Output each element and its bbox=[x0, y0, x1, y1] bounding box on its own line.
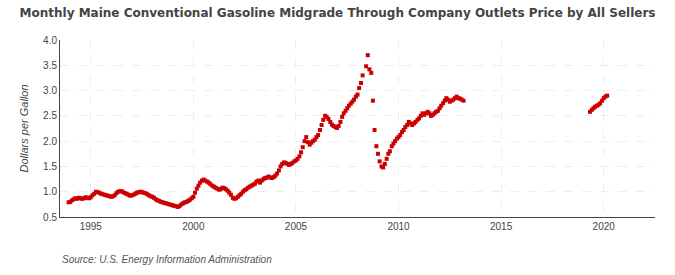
svg-text:2010: 2010 bbox=[387, 221, 410, 232]
svg-text:Dollars per Gallon: Dollars per Gallon bbox=[18, 84, 30, 172]
svg-text:1995: 1995 bbox=[80, 221, 103, 232]
svg-text:3.0: 3.0 bbox=[43, 85, 57, 96]
svg-text:Source: U.S. Energy Informatio: Source: U.S. Energy Information Administ… bbox=[62, 254, 272, 265]
svg-text:Monthly Maine Conventional Gas: Monthly Maine Conventional Gasoline Midg… bbox=[20, 6, 656, 20]
svg-text:1.0: 1.0 bbox=[43, 186, 57, 197]
svg-text:4.0: 4.0 bbox=[43, 35, 57, 46]
svg-text:2.0: 2.0 bbox=[43, 136, 57, 147]
svg-text:2015: 2015 bbox=[490, 221, 513, 232]
svg-text:1.5: 1.5 bbox=[43, 161, 57, 172]
svg-text:2005: 2005 bbox=[285, 221, 308, 232]
svg-text:0.5: 0.5 bbox=[43, 212, 57, 223]
svg-text:2000: 2000 bbox=[182, 221, 205, 232]
svg-text:2020: 2020 bbox=[593, 221, 616, 232]
svg-text:2.5: 2.5 bbox=[43, 110, 57, 121]
svg-text:3.5: 3.5 bbox=[43, 60, 57, 71]
